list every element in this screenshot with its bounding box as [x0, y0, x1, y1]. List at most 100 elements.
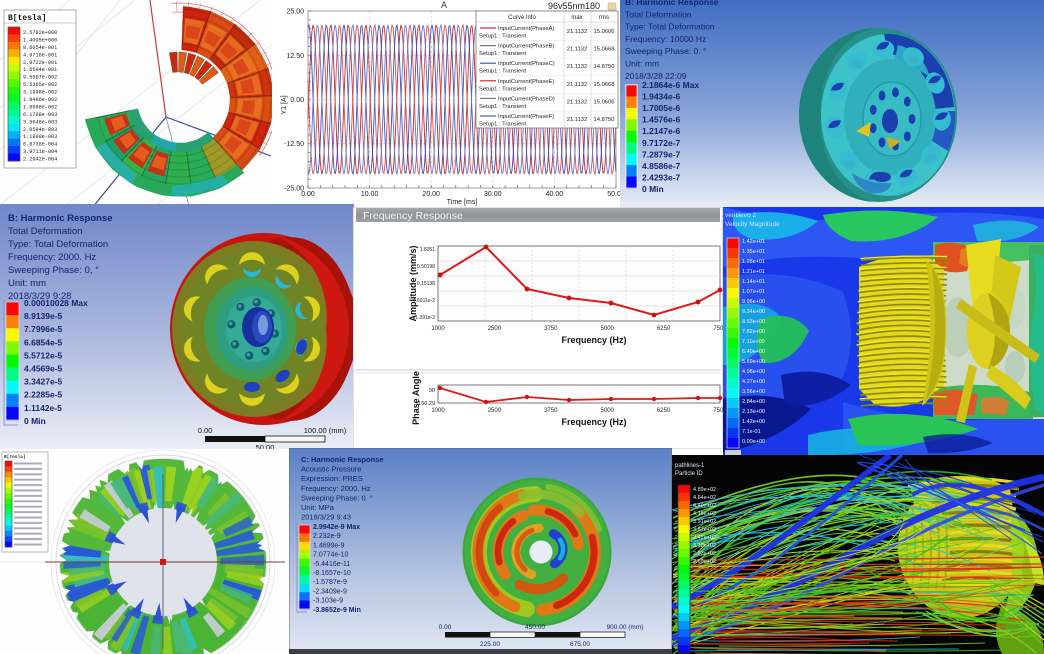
svg-text:3.3427e-5: 3.3427e-5	[24, 377, 63, 387]
svg-text:Unit: MPa: Unit: MPa	[301, 503, 335, 512]
svg-text:7.11e+00: 7.11e+00	[742, 339, 765, 345]
svg-text:Unit: mm: Unit: mm	[625, 59, 659, 69]
svg-text:2500: 2500	[488, 408, 502, 414]
svg-text:Type: Total Deformation: Type: Total Deformation	[8, 239, 108, 250]
svg-text:1.4699e-9: 1.4699e-9	[313, 542, 345, 549]
svg-text:3.1998e-002: 3.1998e-002	[23, 90, 57, 96]
svg-text:4.27e+00: 4.27e+00	[742, 379, 765, 385]
svg-text:2.93e+02: 2.93e+02	[693, 551, 716, 557]
svg-text:15.0668: 15.0668	[594, 47, 615, 53]
svg-text:0 Min: 0 Min	[24, 416, 46, 426]
svg-text:InputCurrent(PhaseE): InputCurrent(PhaseE)	[498, 79, 554, 85]
svg-text:3.56e+00: 3.56e+00	[742, 389, 765, 395]
svg-text:Curve Info: Curve Info	[508, 15, 536, 21]
svg-text:100.00 (mm): 100.00 (mm)	[304, 426, 347, 435]
svg-text:-150.29: -150.29	[416, 401, 435, 407]
svg-text:5.5712e-5: 5.5712e-5	[24, 350, 63, 360]
svg-text:4.8586e-7: 4.8586e-7	[642, 161, 681, 171]
svg-text:4.89e+02: 4.89e+02	[693, 487, 716, 493]
svg-text:3.18e+02: 3.18e+02	[693, 543, 716, 549]
svg-text:0.00e+00: 0.00e+00	[742, 439, 765, 445]
svg-text:1.6594e-001: 1.6594e-001	[23, 67, 57, 73]
svg-text:B[tesla]: B[tesla]	[4, 454, 26, 460]
svg-text:Frequency (Hz): Frequency (Hz)	[561, 417, 626, 427]
svg-text:B: Harmonic Response: B: Harmonic Response	[625, 0, 719, 7]
svg-text:1.8486e-002: 1.8486e-002	[23, 97, 57, 103]
svg-text:6250: 6250	[657, 326, 671, 332]
svg-text:1000: 1000	[431, 326, 445, 332]
svg-text:9.96e+00: 9.96e+00	[742, 299, 765, 305]
svg-text:Frequency Response: Frequency Response	[363, 210, 463, 222]
svg-text:10.00: 10.00	[361, 191, 379, 198]
svg-text:max: max	[571, 15, 582, 21]
svg-text:2.4293e-7: 2.4293e-7	[642, 172, 681, 182]
svg-text:2.69e+02: 2.69e+02	[693, 559, 716, 565]
svg-text:Frequency: 2000. Hz: Frequency: 2000. Hz	[301, 484, 371, 493]
svg-text:7500: 7500	[713, 326, 723, 332]
svg-text:450.00: 450.00	[525, 624, 545, 631]
svg-text:0.00: 0.00	[290, 97, 304, 104]
svg-text:7.7996e-5: 7.7996e-5	[24, 324, 63, 334]
svg-text:Sweeping Phase: 0. °: Sweeping Phase: 0. °	[301, 493, 373, 502]
svg-text:1.391e-2: 1.391e-2	[415, 315, 435, 321]
svg-text:Unit: mm: Unit: mm	[8, 278, 46, 289]
svg-text:2.2942e-004: 2.2942e-004	[23, 157, 57, 163]
svg-text:8.6054e-001: 8.6054e-001	[23, 45, 57, 51]
svg-text:8.53e+00: 8.53e+00	[742, 319, 765, 325]
svg-text:3.67e+02: 3.67e+02	[693, 527, 716, 533]
svg-text:1.35e+01: 1.35e+01	[742, 249, 765, 255]
svg-text:0 Min: 0 Min	[642, 184, 664, 194]
svg-text:C: Harmonic Response: C: Harmonic Response	[301, 455, 384, 464]
svg-text:4.4569e-5: 4.4569e-5	[24, 364, 63, 374]
svg-text:InputCurrent(PhaseA): InputCurrent(PhaseA)	[498, 26, 554, 32]
svg-text:6.1708e-003: 6.1708e-003	[23, 112, 57, 118]
svg-text:InputCurrent(PhaseC): InputCurrent(PhaseC)	[498, 61, 555, 67]
svg-text:InputCurrent(PhaseB): InputCurrent(PhaseB)	[498, 44, 554, 50]
svg-text:21.1132: 21.1132	[567, 117, 588, 123]
svg-text:InputCurrent(PhaseD): InputCurrent(PhaseD)	[498, 96, 555, 102]
svg-text:1.28e+01: 1.28e+01	[742, 259, 765, 265]
svg-text:0.00010028 Max: 0.00010028 Max	[24, 298, 88, 308]
svg-text:5.69e+00: 5.69e+00	[742, 359, 765, 365]
svg-text:90: 90	[429, 388, 435, 394]
svg-text:2.1864e-6 Max: 2.1864e-6 Max	[642, 80, 699, 90]
svg-text:0.00: 0.00	[301, 191, 315, 198]
svg-text:1.14e+01: 1.14e+01	[742, 279, 765, 285]
svg-text:21.1132: 21.1132	[567, 82, 588, 88]
svg-text:-2.3409e-9: -2.3409e-9	[313, 588, 347, 595]
svg-text:1.1142e-5: 1.1142e-5	[24, 403, 62, 413]
svg-text:Phase Angle: Phase Angle	[411, 371, 421, 425]
svg-text:6.8736e-004: 6.8736e-004	[23, 142, 57, 148]
svg-text:3.91e+02: 3.91e+02	[693, 519, 716, 525]
svg-text:900.00 (mm): 900.00 (mm)	[607, 624, 644, 631]
svg-text:Total Deformation: Total Deformation	[8, 226, 82, 237]
svg-text:Time [ms]: Time [ms]	[447, 199, 478, 206]
svg-text:-5.4416e-11: -5.4416e-11	[313, 561, 350, 568]
svg-text:2.9722e-001: 2.9722e-001	[23, 60, 57, 66]
svg-text:14.8750: 14.8750	[594, 117, 615, 123]
svg-text:Setup1 : Transient: Setup1 : Transient	[479, 104, 526, 110]
svg-text:Y1 [A]: Y1 [A]	[281, 95, 288, 114]
svg-text:20.00: 20.00	[422, 191, 440, 198]
svg-text:50.00: 50.00	[607, 191, 620, 198]
svg-text:5000: 5000	[601, 326, 615, 332]
svg-text:5000: 5000	[601, 408, 615, 414]
svg-text:Velocity Magnitude: Velocity Magnitude	[725, 221, 780, 228]
svg-text:Setup1 : Transient: Setup1 : Transient	[479, 34, 526, 40]
svg-text:1000: 1000	[431, 408, 445, 414]
svg-text:Frequency: 10000 Hz: Frequency: 10000 Hz	[625, 34, 706, 44]
svg-text:rms: rms	[599, 15, 609, 21]
svg-text:4.40e+02: 4.40e+02	[693, 503, 716, 509]
svg-text:1.21e+01: 1.21e+01	[742, 269, 765, 275]
svg-text:675.00: 675.00	[570, 641, 590, 648]
svg-text:2500: 2500	[488, 326, 502, 332]
svg-text:-3.103e-9: -3.103e-9	[313, 598, 343, 605]
svg-text:5.5365e-002: 5.5365e-002	[23, 82, 57, 88]
svg-text:3.5646e-003: 3.5646e-003	[23, 119, 57, 125]
svg-text:-8.1657e-10: -8.1657e-10	[313, 570, 351, 577]
svg-text:2.84e+00: 2.84e+00	[742, 399, 765, 405]
svg-text:2018/3/29 9:28: 2018/3/29 9:28	[8, 291, 71, 302]
svg-text:7.0774e-10: 7.0774e-10	[313, 552, 349, 559]
svg-text:InputCurrent(PhaseF): InputCurrent(PhaseF)	[498, 114, 554, 120]
svg-text:Total Deformation: Total Deformation	[625, 9, 692, 19]
